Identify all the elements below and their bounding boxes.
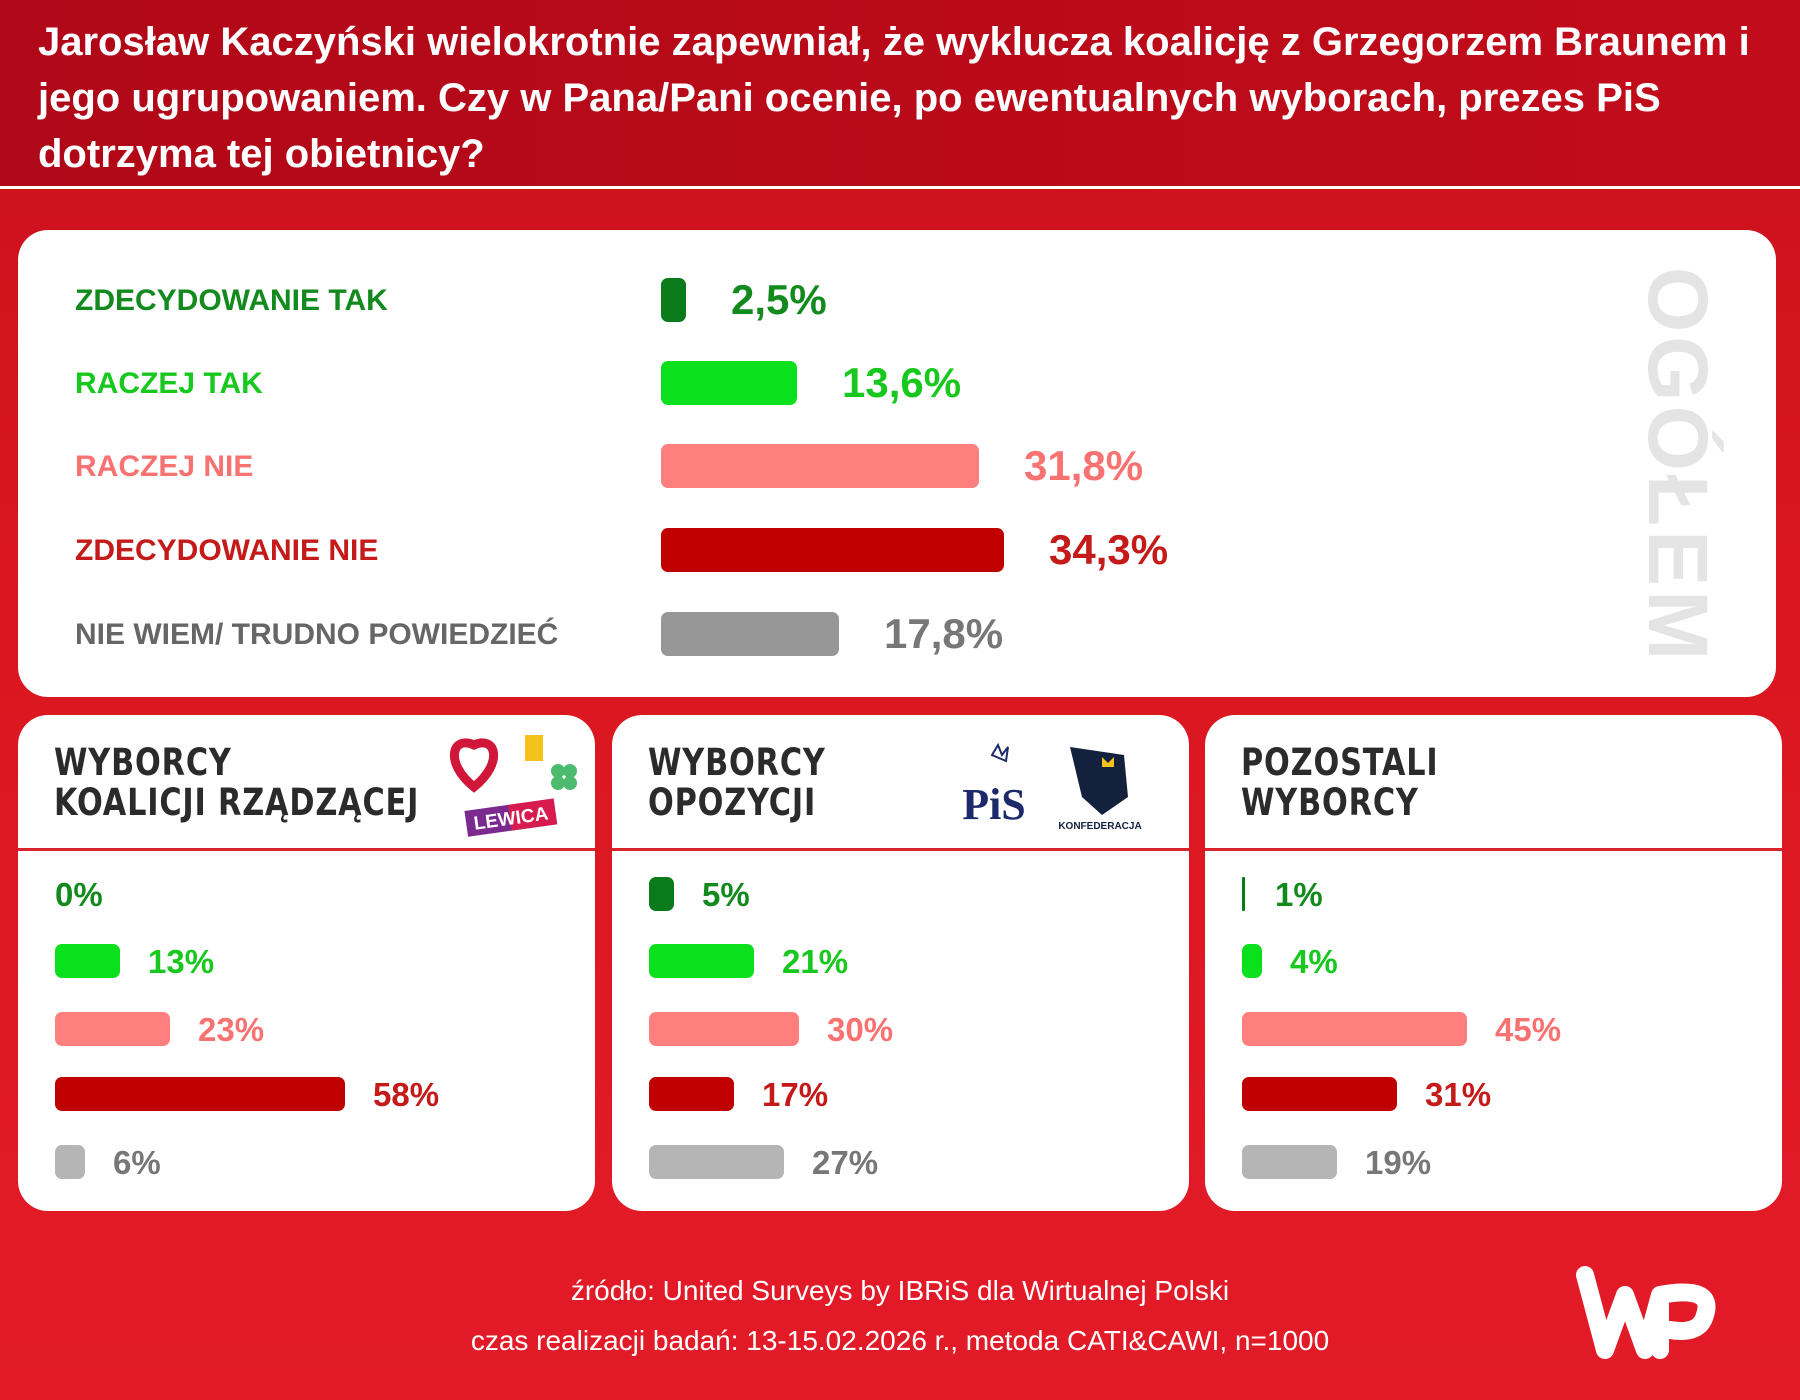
row-nie-wiem: 27%	[612, 1144, 1189, 1181]
row-raczej-tak: 13%	[18, 943, 595, 980]
value-label: 2,5%	[731, 276, 827, 323]
row-raczej-nie: 30%	[612, 1011, 1189, 1048]
row-zdecydowanie-tak: 1%	[1205, 876, 1782, 913]
value-label: 27%	[812, 1144, 879, 1181]
bar-raczej-tak	[55, 944, 120, 978]
overall-row-zdecydowanie-tak: ZDECYDOWANIE TAK 2,5%	[18, 276, 1518, 323]
category-label: NIE WIEM/ TRUDNO POWIEDZIEĆ	[75, 618, 559, 651]
overall-title: OGÓŁEM	[1631, 266, 1726, 664]
row-zdecydowanie-tak: 5%	[612, 876, 1189, 913]
bar-nie-wiem	[661, 612, 839, 656]
value-label: 17%	[762, 1076, 829, 1113]
value-label: 23%	[198, 1011, 265, 1048]
value-label: 31%	[1425, 1076, 1492, 1113]
row-zdecydowanie-tak: 0%	[18, 876, 595, 913]
page-title: Jarosław Kaczyński wielokrotnie zapewnia…	[38, 20, 1750, 176]
coalition-card-title: WYBORCY KOALICJI RZĄDZĄCEJ	[54, 741, 420, 824]
value-label: 0%	[55, 876, 103, 913]
bar-zdecydowanie-nie	[661, 528, 1004, 572]
opposition-party-logos: PiS KONFEDERACJA	[962, 742, 1142, 832]
bar-zdecydowanie-tak	[1242, 877, 1245, 911]
bar-raczej-tak	[661, 361, 797, 405]
value-label: 45%	[1495, 1011, 1562, 1048]
bar-nie-wiem	[55, 1145, 85, 1179]
overall-row-raczej-tak: RACZEJ TAK 13,6%	[18, 359, 1518, 406]
value-label: 30%	[827, 1011, 894, 1048]
polska2050-logo-icon	[525, 735, 543, 761]
coalition-voters-card: WYBORCY KOALICJI RZĄDZĄCEJ LEWICA 0% 13% 23…	[18, 715, 595, 1211]
lewica-logo-icon: LEWICA	[464, 798, 558, 837]
method-note: czas realizacji badań: 13-15.02.2026 r.,…	[470, 1325, 1330, 1356]
bar-zdecydowanie-nie	[1242, 1077, 1397, 1111]
row-nie-wiem: 19%	[1205, 1144, 1782, 1181]
header-divider	[0, 186, 1800, 189]
card-divider	[1205, 848, 1782, 851]
row-zdecydowanie-nie: 58%	[18, 1076, 595, 1113]
svg-text:PiS: PiS	[962, 780, 1026, 829]
row-zdecydowanie-nie: 31%	[1205, 1076, 1782, 1113]
category-label: RACZEJ NIE	[75, 450, 254, 483]
bar-raczej-nie	[55, 1012, 170, 1046]
coalition-party-logos: LEWICA	[450, 735, 577, 837]
svg-text:KONFEDERACJA: KONFEDERACJA	[1058, 821, 1141, 832]
other-voters-card: POZOSTALI WYBORCY 1% 4% 45% 31% 19%	[1205, 715, 1782, 1211]
source-note: źródło: United Surveys by IBRiS dla Wirt…	[570, 1275, 1230, 1306]
card-divider	[612, 848, 1189, 851]
opposition-voters-card: WYBORCY OPOZYCJI PiS KONFEDERACJA 5% 21% 30…	[612, 715, 1189, 1211]
bar-raczej-nie	[1242, 1012, 1467, 1046]
value-label: 1%	[1275, 876, 1323, 913]
value-label: 6%	[113, 1144, 161, 1181]
wp-logo-icon	[1576, 1266, 1716, 1359]
overall-results-card: ZDECYDOWANIE TAK 2,5% RACZEJ TAK 13,6% RACZE…	[18, 230, 1776, 697]
value-label: 31,8%	[1024, 442, 1144, 489]
row-nie-wiem: 6%	[18, 1144, 595, 1181]
value-label: 13,6%	[842, 359, 962, 406]
row-raczej-tak: 21%	[612, 943, 1189, 980]
bar-raczej-tak	[649, 944, 754, 978]
bar-zdecydowanie-tak	[649, 877, 674, 911]
card-divider	[18, 848, 595, 851]
bar-zdecydowanie-nie	[649, 1077, 734, 1111]
overall-row-nie-wiem: NIE WIEM/ TRUDNO POWIEDZIEĆ 17,8%	[18, 610, 1518, 657]
category-label: ZDECYDOWANIE TAK	[75, 284, 388, 317]
row-raczej-nie: 23%	[18, 1011, 595, 1048]
bar-raczej-nie	[661, 444, 979, 488]
bar-zdecydowanie-tak	[661, 278, 686, 322]
overall-row-zdecydowanie-nie: ZDECYDOWANIE NIE 34,3%	[18, 526, 1518, 573]
header: Jarosław Kaczyński wielokrotnie zapewnia…	[0, 0, 1800, 186]
pis-logo-icon: PiS	[962, 742, 1026, 829]
clover-logo-icon	[551, 764, 577, 790]
bar-nie-wiem	[649, 1145, 784, 1179]
bar-raczej-nie	[649, 1012, 799, 1046]
bar-nie-wiem	[1242, 1145, 1337, 1179]
value-label: 34,3%	[1049, 526, 1169, 573]
row-raczej-tak: 4%	[1205, 943, 1782, 980]
heart-logo-icon	[450, 738, 498, 793]
value-label: 17,8%	[884, 610, 1004, 657]
value-label: 19%	[1365, 1144, 1432, 1181]
overall-vertical-label: OGÓŁEM	[1613, 265, 1743, 665]
bar-raczej-tak	[1242, 944, 1262, 978]
category-label: ZDECYDOWANIE NIE	[75, 534, 379, 567]
overall-row-raczej-nie: RACZEJ NIE 31,8%	[18, 442, 1518, 489]
row-zdecydowanie-nie: 17%	[612, 1076, 1189, 1113]
konfederacja-logo-icon: KONFEDERACJA	[1058, 747, 1142, 832]
row-raczej-nie: 45%	[1205, 1011, 1782, 1048]
other-card-title: POZOSTALI WYBORCY	[1241, 741, 1439, 824]
bar-zdecydowanie-nie	[55, 1077, 345, 1111]
value-label: 21%	[782, 943, 849, 980]
opposition-card-title: WYBORCY OPOZYCJI	[648, 741, 826, 824]
value-label: 58%	[373, 1076, 440, 1113]
value-label: 13%	[148, 943, 215, 980]
value-label: 5%	[702, 876, 750, 913]
value-label: 4%	[1290, 943, 1338, 980]
category-label: RACZEJ TAK	[75, 367, 263, 400]
